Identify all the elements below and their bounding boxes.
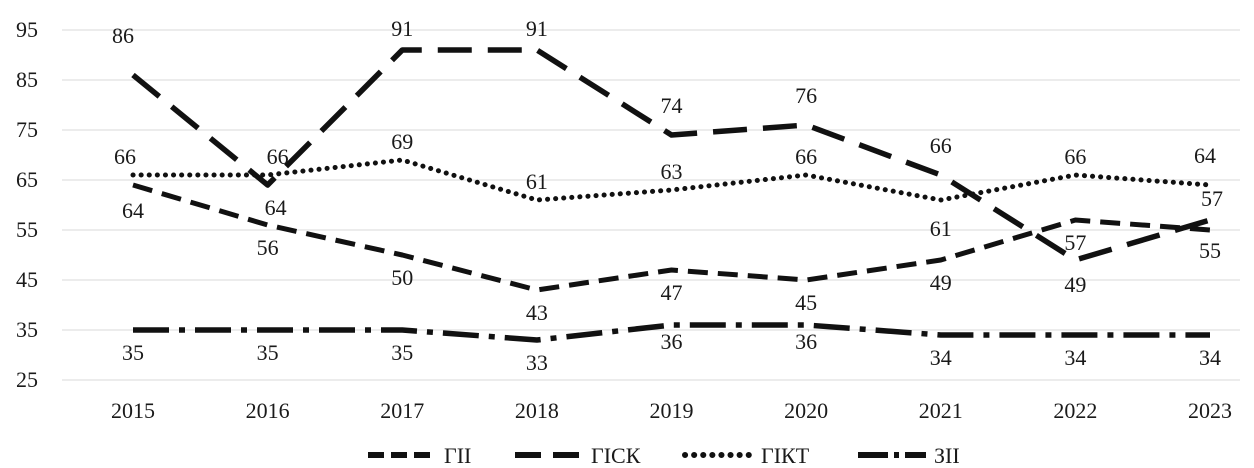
data-label-s2-2015: 66	[114, 144, 136, 169]
data-label-s0-2019: 47	[661, 280, 683, 305]
data-label-s3-2016: 35	[257, 340, 279, 365]
series-lines	[130, 47, 1213, 343]
data-label-s3-2015: 35	[122, 340, 144, 365]
y-tick-label-75: 75	[16, 117, 38, 142]
data-label-s2-2019: 63	[661, 159, 683, 184]
data-label-s1-2020: 76	[795, 83, 817, 108]
data-label-s2-2020: 66	[795, 144, 817, 169]
data-label-s0-2020: 45	[795, 290, 817, 315]
x-tick-label-2016: 2016	[246, 398, 290, 423]
data-label-s2-2021: 61	[930, 216, 952, 241]
y-tick-label-25: 25	[16, 367, 38, 392]
x-tick-label-2018: 2018	[515, 398, 559, 423]
series-line-1	[131, 47, 1211, 263]
legend-label-3: ЗІІ	[934, 443, 960, 468]
series-line-2	[130, 157, 1213, 203]
x-tick-label-2015: 2015	[111, 398, 155, 423]
data-label-s3-2023: 34	[1199, 345, 1221, 370]
series-line-0	[132, 182, 1211, 293]
x-tick-label-2023: 2023	[1188, 398, 1232, 423]
y-tick-label-55: 55	[16, 217, 38, 242]
legend-label-2: ГІКТ	[761, 443, 810, 468]
data-label-s2-2016: 66	[267, 144, 289, 169]
data-label-s3-2019: 36	[661, 329, 683, 354]
series-line-3	[133, 322, 1210, 343]
data-label-s2-2022: 66	[1064, 144, 1086, 169]
legend: ГІІ ГІСК ГІКТ ЗІІ	[368, 443, 960, 468]
data-label-s1-2017: 91	[391, 16, 413, 41]
y-tick-label-85: 85	[16, 67, 38, 92]
data-label-s3-2021: 34	[930, 345, 952, 370]
data-label-s1-2015: 86	[112, 23, 134, 48]
data-label-s2-2017: 69	[391, 129, 413, 154]
data-label-s0-2021: 49	[930, 270, 952, 295]
x-tick-label-2019: 2019	[650, 398, 694, 423]
data-labels: 64 56 50 43 47 45 49 57 55 86 64 91 91 74 76 66 49 57 66 66…	[112, 16, 1223, 375]
legend-label-0: ГІІ	[444, 443, 471, 468]
y-tick-label-65: 65	[16, 167, 38, 192]
data-label-s0-2018: 43	[526, 300, 548, 325]
data-label-s0-2015: 64	[122, 198, 144, 223]
legend-label-1: ГІСК	[591, 443, 641, 468]
data-label-s3-2018: 33	[526, 350, 548, 375]
x-tick-label-2020: 2020	[784, 398, 828, 423]
data-label-s0-2016: 56	[257, 235, 279, 260]
data-label-s3-2017: 35	[391, 340, 413, 365]
y-axis-ticks: 25 35 45 55 65 75 85 95	[16, 17, 38, 392]
data-label-s1-2023: 57	[1201, 186, 1223, 211]
data-label-s2-2023: 64	[1194, 143, 1216, 168]
x-tick-label-2022: 2022	[1053, 398, 1097, 423]
data-label-s2-2018: 61	[526, 169, 548, 194]
data-label-s1-2022: 49	[1064, 272, 1086, 297]
x-tick-label-2017: 2017	[380, 398, 424, 423]
x-axis-ticks: 2015 2016 2017 2018 2019 2020 2021 2022 2023	[111, 398, 1232, 423]
y-tick-label-35: 35	[16, 317, 38, 342]
data-label-s0-2023: 55	[1199, 238, 1221, 263]
data-label-s1-2016: 64	[265, 195, 287, 220]
data-label-s1-2021: 66	[930, 133, 952, 158]
data-label-s3-2020: 36	[795, 329, 817, 354]
y-tick-label-45: 45	[16, 267, 38, 292]
data-label-s1-2019: 74	[661, 93, 683, 118]
data-label-s0-2022: 57	[1064, 230, 1086, 255]
data-label-s3-2022: 34	[1064, 345, 1086, 370]
data-label-s0-2017: 50	[391, 265, 413, 290]
y-tick-label-95: 95	[16, 17, 38, 42]
data-label-s1-2018: 91	[526, 16, 548, 41]
x-tick-label-2021: 2021	[919, 398, 963, 423]
